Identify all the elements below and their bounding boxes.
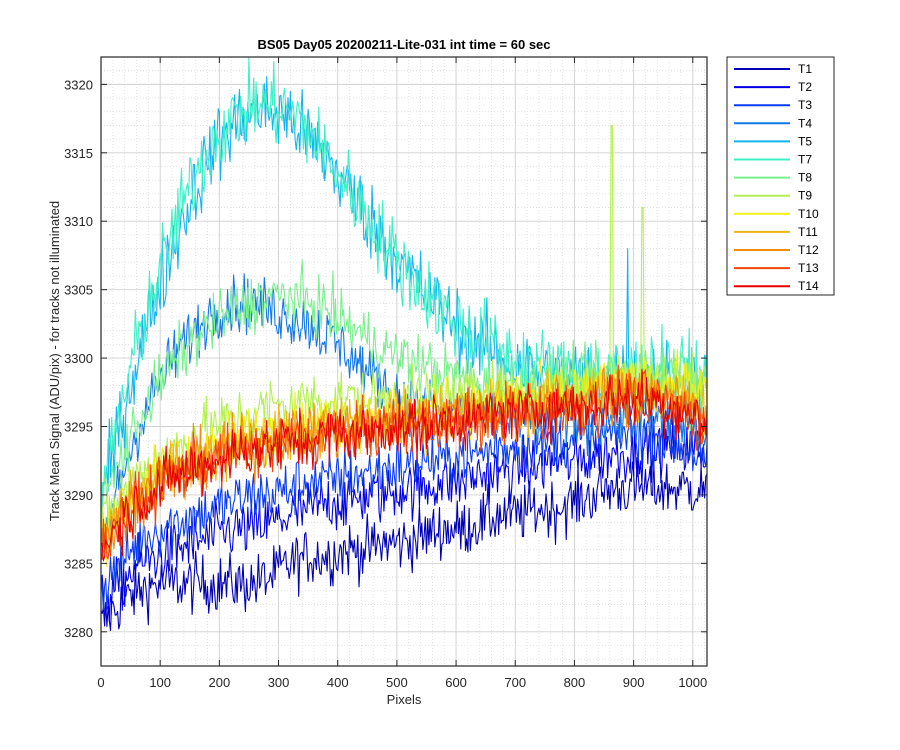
- y-tick-label: 3300: [64, 351, 93, 366]
- x-tick-label: 700: [504, 675, 526, 690]
- x-tick-label: 1000: [678, 675, 707, 690]
- legend-label-t10: T10: [798, 207, 819, 221]
- series-line-t8: [101, 259, 707, 543]
- y-tick-label: 3280: [64, 625, 93, 640]
- legend-label-t7: T7: [798, 153, 812, 167]
- minor-grid: [101, 57, 707, 666]
- x-axis-label: Pixels: [387, 692, 422, 707]
- legend-label-t3: T3: [798, 98, 812, 112]
- y-tick-label: 3315: [64, 146, 93, 161]
- series-line-t1: [101, 454, 707, 632]
- y-axis-label: Track Mean Signal (ADU/pix) - for tracks…: [47, 201, 62, 521]
- x-tick-label: 900: [623, 675, 645, 690]
- legend-label-t14: T14: [798, 279, 819, 293]
- y-tick-label: 3305: [64, 283, 93, 298]
- series-layer: [101, 57, 707, 632]
- x-tick-label: 100: [149, 675, 171, 690]
- y-tick-label: 3290: [64, 488, 93, 503]
- y-axis: 3280 3285 3290 3295 3300 3305 3310 3315 3320: [64, 77, 707, 640]
- legend-label-t5: T5: [798, 134, 812, 148]
- x-tick-label: 800: [564, 675, 586, 690]
- legend-box: [726, 56, 835, 296]
- x-axis: 0 100 200 300 400 500 600 700 800 900 1000: [97, 57, 707, 690]
- x-tick-label: 600: [445, 675, 467, 690]
- x-tick-label: 500: [386, 675, 408, 690]
- y-tick-label: 3310: [64, 214, 93, 229]
- x-tick-label: 0: [97, 675, 104, 690]
- plot-frame: [100, 56, 708, 667]
- legend-label-t11: T11: [798, 225, 818, 239]
- series-line-t4: [101, 273, 707, 548]
- legend-label-t9: T9: [798, 189, 812, 203]
- legend-label-t12: T12: [798, 243, 819, 257]
- legend-label-t8: T8: [798, 171, 812, 185]
- x-tick-label: 200: [209, 675, 231, 690]
- y-tick-label: 3320: [64, 77, 93, 92]
- legend-label-t4: T4: [798, 116, 812, 130]
- series-line-t13: [101, 364, 707, 560]
- legend-label-t1: T1: [798, 62, 812, 76]
- y-tick-label: 3285: [64, 556, 93, 571]
- x-tick-label: 400: [327, 675, 349, 690]
- series-line-t14: [101, 368, 707, 562]
- legend-label-t2: T2: [798, 80, 812, 94]
- chart-title: BS05 Day05 20200211-Lite-031 int time = …: [257, 37, 550, 52]
- legend: T1 T2 T3 T4 T5 T7 T8 T9 T10 T11 T12 T13 T14: [726, 56, 835, 296]
- y-tick-label: 3295: [64, 420, 93, 435]
- x-tick-label: 300: [268, 675, 290, 690]
- legend-label-t13: T13: [798, 261, 819, 275]
